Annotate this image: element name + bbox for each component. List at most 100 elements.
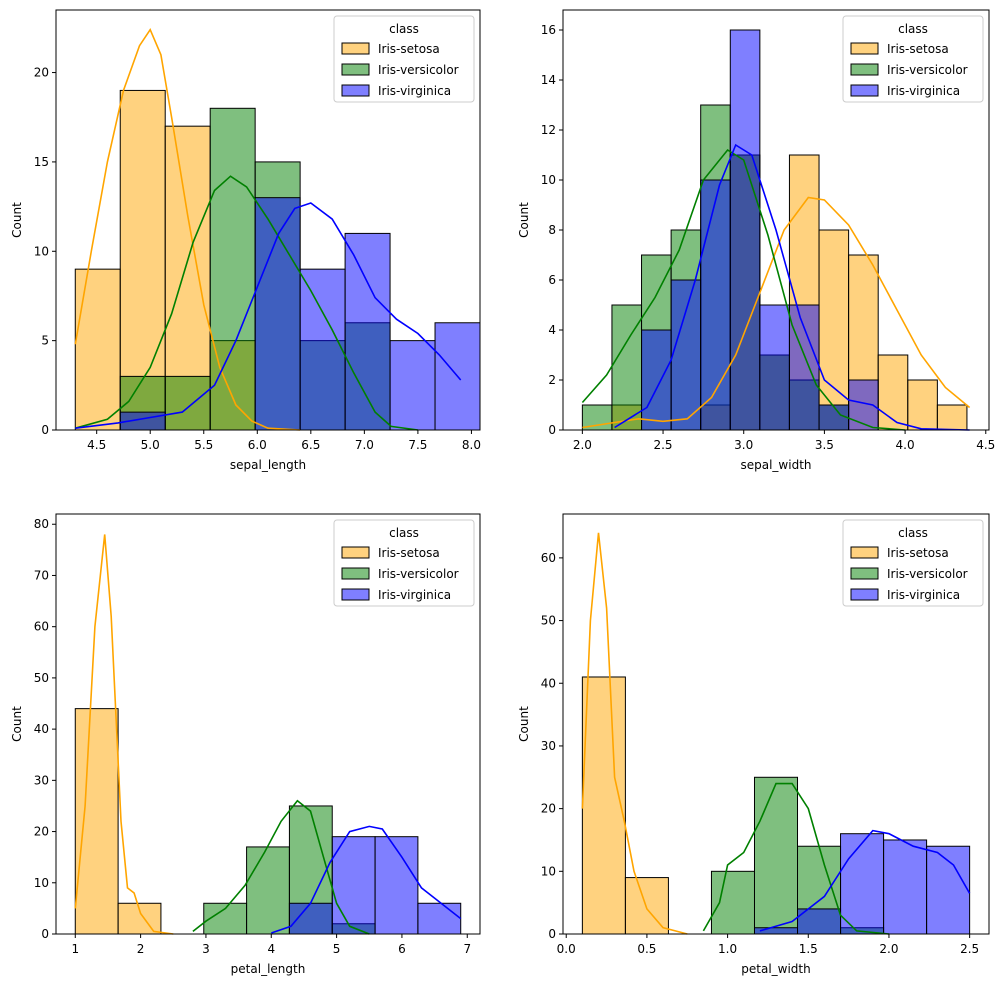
bar	[670, 279, 702, 431]
x-tick-label: 0.5	[637, 942, 656, 956]
bar	[907, 379, 938, 431]
x-tick-label: 5.0	[141, 438, 160, 452]
legend-swatch	[341, 84, 370, 97]
kde-line	[271, 825, 462, 934]
legend-title: class	[389, 22, 419, 36]
x-tick-label: 3.0	[734, 438, 753, 452]
y-tick-label: 20	[34, 825, 49, 839]
legend-entry-label: Iris-virginica	[378, 588, 451, 602]
legend-swatch	[341, 546, 370, 559]
x-tick-label: 4.5	[87, 438, 106, 452]
bar	[753, 776, 799, 935]
y-tick-label: 14	[541, 73, 556, 87]
legend-swatch	[341, 567, 370, 580]
y-tick-label: 30	[34, 773, 49, 787]
x-axis-label: sepal_width	[740, 458, 811, 472]
x-tick-label: 4.0	[896, 438, 915, 452]
bar	[389, 340, 436, 431]
legend-entry-label: Iris-setosa	[887, 546, 949, 560]
x-tick-label: 1.5	[799, 942, 818, 956]
x-tick-label: 3.5	[815, 438, 834, 452]
bar	[936, 404, 968, 431]
x-tick-label: 2.5	[960, 942, 979, 956]
y-tick-label: 40	[34, 722, 49, 736]
x-tick-label: 5.5	[194, 438, 213, 452]
y-axis-label: Count	[10, 202, 24, 238]
legend-box	[842, 15, 984, 103]
bar	[759, 304, 790, 431]
bar	[710, 870, 755, 935]
legend-swatch	[341, 42, 370, 55]
y-tick-label: 0	[548, 423, 556, 437]
kde-line	[614, 143, 970, 431]
x-tick-label: 1.0	[718, 942, 737, 956]
legend-swatch	[341, 588, 370, 601]
bar	[119, 89, 166, 431]
legend-entry-label: Iris-virginica	[378, 84, 451, 98]
bar	[729, 29, 761, 431]
kde-line	[192, 799, 370, 935]
y-axis-label: Count	[517, 202, 531, 238]
x-tick-label: 7	[463, 942, 471, 956]
y-tick-label: 0	[548, 927, 556, 941]
x-axis-label: sepal_length	[230, 458, 306, 472]
axes-frame	[562, 513, 990, 935]
bar	[209, 107, 256, 431]
kde-line	[582, 196, 971, 429]
legend-title: class	[898, 526, 928, 540]
x-tick-label: 3	[202, 942, 210, 956]
legend-swatch	[850, 42, 879, 55]
axes-frame	[55, 513, 481, 935]
legend-entry-label: Iris-versicolor	[378, 63, 459, 77]
bar	[374, 836, 419, 935]
y-tick-label: 40	[541, 676, 556, 690]
bar	[926, 845, 971, 935]
y-tick-label: 15	[34, 155, 49, 169]
x-tick-label: 8.0	[462, 438, 481, 452]
x-tick-label: 4	[267, 942, 275, 956]
legend-swatch	[850, 84, 879, 97]
legend-swatch	[341, 63, 370, 76]
bar	[840, 833, 885, 935]
legend-entry-label: Iris-setosa	[378, 546, 440, 560]
y-tick-label: 0	[41, 423, 49, 437]
legend-title: class	[898, 22, 928, 36]
y-tick-label: 10	[34, 244, 49, 258]
axes-frame	[55, 9, 481, 431]
bar	[818, 229, 850, 431]
x-tick-label: 6	[398, 942, 406, 956]
y-tick-label: 2	[548, 373, 556, 387]
kde-line	[74, 28, 301, 431]
legend: class Iris-setosa Iris-versicolor Iris-virg…	[333, 519, 475, 607]
y-tick-label: 10	[34, 876, 49, 890]
bar	[883, 839, 928, 935]
y-tick-label: 50	[541, 614, 556, 628]
legend-entry-label: Iris-setosa	[887, 42, 949, 56]
y-tick-label: 20	[34, 66, 49, 80]
legend-swatch	[850, 588, 879, 601]
legend-swatch	[850, 546, 879, 559]
kde-line	[759, 829, 971, 932]
y-tick-label: 50	[34, 671, 49, 685]
x-tick-label: 4.5	[976, 438, 995, 452]
legend-entry-label: Iris-versicolor	[887, 63, 968, 77]
x-tick-label: 6.0	[248, 438, 267, 452]
bar	[246, 846, 290, 935]
kde-line	[75, 175, 419, 431]
y-tick-label: 60	[541, 551, 556, 565]
kde-line	[75, 202, 462, 429]
chart-panel-2: 2.0 2.5 3.0 3.5 4.0 4.5 0 2 4 6 8 10 12 14 16 sepal_wid…	[517, 9, 995, 472]
kde-line	[702, 782, 890, 935]
y-tick-label: 10	[541, 173, 556, 187]
axes-frame	[562, 9, 990, 431]
x-tick-label: 1	[71, 942, 79, 956]
bar	[74, 708, 119, 935]
y-tick-label: 6	[548, 273, 556, 287]
bar	[417, 902, 462, 935]
x-tick-label: 2.5	[653, 438, 672, 452]
chart-panel-3: 1 2 3 4 5 6 701020304050607080petal_lengthCoun…	[10, 513, 481, 976]
bar	[74, 268, 121, 431]
legend-entry-label: Iris-setosa	[378, 42, 440, 56]
legend-swatch	[850, 567, 879, 580]
bar	[164, 375, 211, 431]
